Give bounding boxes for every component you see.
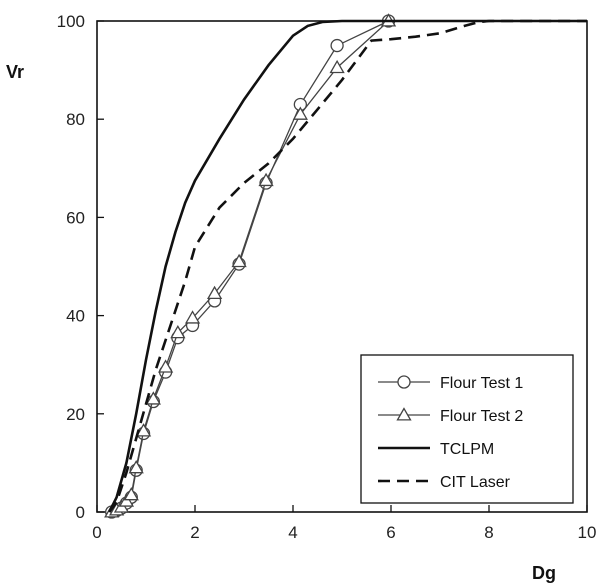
y-tick-label: 40 (66, 307, 85, 326)
series-line (111, 20, 390, 513)
legend-item: Flour Test 1 (378, 375, 523, 392)
x-tick-label: 8 (484, 523, 493, 542)
data-point (123, 487, 139, 501)
legend-box (360, 354, 574, 504)
data-point (184, 310, 201, 324)
series-line (108, 19, 587, 513)
x-tick-label: 2 (190, 523, 199, 542)
series-layer (104, 13, 587, 519)
series-cit-laser (108, 19, 587, 513)
y-tick-label: 0 (76, 503, 85, 522)
y-axis-label: Vr (6, 62, 24, 82)
legend-label: Flour Test 1 (440, 375, 523, 392)
x-axis-label: Dg (532, 563, 556, 583)
data-point (258, 172, 274, 187)
y-tick-label: 60 (66, 208, 85, 227)
x-tick-label: 4 (288, 523, 297, 542)
y-tick-label: 20 (66, 405, 85, 424)
data-point (231, 253, 247, 268)
data-point (292, 106, 308, 120)
legend: Flour Test 1 Flour Test 2 TCLPM CIT Laser (360, 354, 574, 504)
legend-marker (397, 375, 411, 389)
data-point (128, 459, 144, 474)
legend-item: TCLPM (378, 441, 494, 458)
data-point (118, 493, 135, 507)
legend-item: CIT Laser (378, 474, 511, 491)
series-line (111, 20, 389, 513)
data-point (330, 38, 344, 53)
data-point (329, 59, 345, 74)
y-tick-label: 100 (57, 12, 85, 31)
legend-item: Flour Test 2 (378, 407, 523, 425)
data-point (170, 324, 186, 339)
legend-label: CIT Laser (440, 474, 511, 491)
x-tick-label: 0 (92, 523, 101, 542)
y-tick-label: 80 (66, 110, 85, 129)
series-flour-test-2 (104, 13, 397, 518)
data-point (135, 423, 152, 437)
data-point (206, 285, 223, 300)
data-point (157, 359, 174, 373)
legend-marker (396, 407, 412, 421)
legend-label: Flour Test 2 (440, 408, 523, 425)
data-point (145, 391, 161, 405)
series-line (108, 19, 587, 513)
x-tick-label: 6 (386, 523, 395, 542)
legend-label: TCLPM (440, 441, 494, 458)
x-tick-label: 10 (578, 523, 597, 542)
series-tclpm (108, 19, 587, 513)
